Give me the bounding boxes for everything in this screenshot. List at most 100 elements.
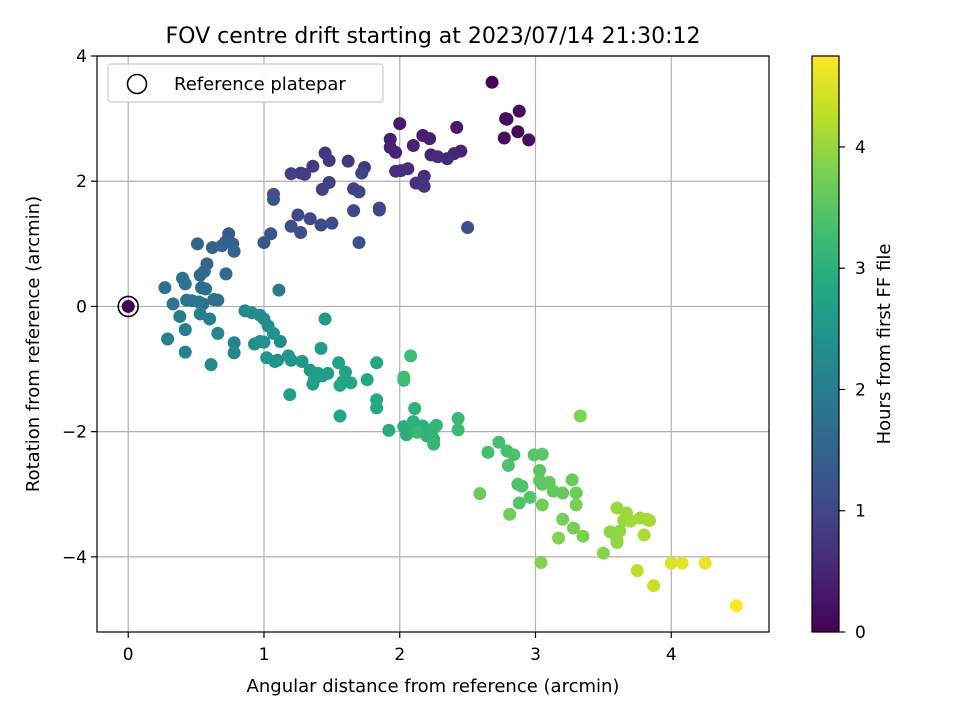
data-point	[394, 164, 408, 178]
data-point	[503, 507, 517, 521]
data-point	[294, 226, 308, 240]
data-point	[473, 487, 487, 501]
data-point	[400, 428, 414, 442]
data-point	[596, 546, 610, 560]
data-point	[507, 448, 521, 462]
data-point	[306, 159, 320, 173]
data-point	[515, 479, 529, 493]
data-point	[272, 283, 286, 297]
data-point	[675, 556, 689, 570]
data-point	[333, 378, 347, 392]
data-point	[397, 370, 411, 384]
data-point	[314, 341, 328, 355]
data-point	[576, 529, 590, 543]
data-point	[205, 241, 219, 255]
data-point	[318, 146, 332, 160]
data-point	[352, 185, 366, 199]
data-point	[451, 412, 465, 426]
data-point	[284, 353, 298, 367]
colorbar: 0 1 2 3 4 Hours from first FF file	[811, 55, 895, 643]
scatter-points	[158, 75, 743, 613]
data-point	[556, 512, 570, 526]
data-point	[333, 409, 347, 423]
colorbar-tick-label: 1	[855, 502, 866, 522]
y-tick-label: 0	[76, 297, 87, 317]
data-point	[556, 486, 570, 500]
chart-title: FOV centre drift starting at 2023/07/14 …	[166, 24, 701, 49]
data-point	[355, 166, 369, 180]
data-point	[283, 388, 297, 402]
data-point	[637, 528, 651, 542]
data-point	[178, 345, 192, 359]
data-point	[318, 312, 332, 326]
data-point	[534, 556, 548, 570]
data-point	[284, 219, 298, 233]
data-point	[341, 154, 355, 168]
data-point	[511, 125, 525, 139]
y-tick-label: −4	[62, 548, 87, 568]
data-point	[227, 244, 241, 258]
data-point	[204, 358, 218, 372]
data-point	[643, 514, 657, 528]
data-point	[347, 204, 361, 218]
data-point	[352, 236, 366, 250]
data-point	[257, 236, 271, 250]
data-point	[450, 120, 464, 134]
data-point	[429, 418, 443, 432]
x-axis-ticks: 0 1 2 3 4	[123, 632, 677, 665]
y-axis-label: Rotation from reference (arcmin)	[23, 196, 44, 492]
data-point	[523, 490, 537, 504]
data-point	[291, 208, 305, 222]
data-point	[227, 346, 241, 360]
data-point	[573, 409, 587, 423]
data-point	[522, 133, 536, 147]
data-point	[417, 179, 431, 193]
data-point	[193, 268, 207, 282]
data-point	[427, 437, 441, 451]
data-point	[203, 312, 217, 326]
x-tick-label: 4	[666, 645, 677, 665]
data-point	[298, 167, 312, 181]
data-point	[389, 145, 403, 159]
data-point	[440, 152, 454, 166]
data-point	[321, 366, 335, 380]
colorbar-ticks: 0 1 2 3 4	[839, 138, 866, 643]
data-point	[512, 496, 526, 510]
data-point	[382, 423, 396, 437]
data-point	[535, 498, 549, 512]
data-point	[284, 167, 298, 181]
data-point	[406, 139, 420, 153]
data-point	[501, 458, 515, 472]
data-point	[664, 556, 678, 570]
data-point	[190, 237, 204, 251]
data-point	[332, 356, 346, 370]
reference-marker	[117, 295, 140, 318]
x-tick-label: 1	[259, 645, 270, 665]
data-point	[227, 336, 241, 350]
data-point	[360, 373, 374, 387]
data-point	[211, 293, 225, 307]
data-point	[423, 132, 437, 146]
legend-label: Reference platepar	[174, 74, 346, 95]
colorbar-tick-label: 0	[855, 623, 866, 643]
legend-box	[107, 63, 384, 103]
data-point	[219, 267, 233, 281]
data-point	[372, 203, 386, 217]
data-point	[370, 356, 384, 370]
legend-marker	[126, 73, 148, 95]
y-tick-label: −2	[62, 423, 87, 443]
colorbar-tick-label: 2	[855, 380, 866, 400]
data-point	[211, 326, 225, 340]
data-point	[481, 445, 495, 459]
data-point	[161, 332, 175, 346]
data-point	[569, 498, 583, 512]
data-point	[613, 524, 627, 538]
data-point	[492, 435, 506, 449]
data-point	[271, 353, 285, 367]
data-point	[567, 521, 581, 535]
data-point	[461, 221, 475, 235]
data-point	[266, 192, 280, 206]
data-point	[306, 377, 320, 391]
data-point	[408, 401, 422, 415]
